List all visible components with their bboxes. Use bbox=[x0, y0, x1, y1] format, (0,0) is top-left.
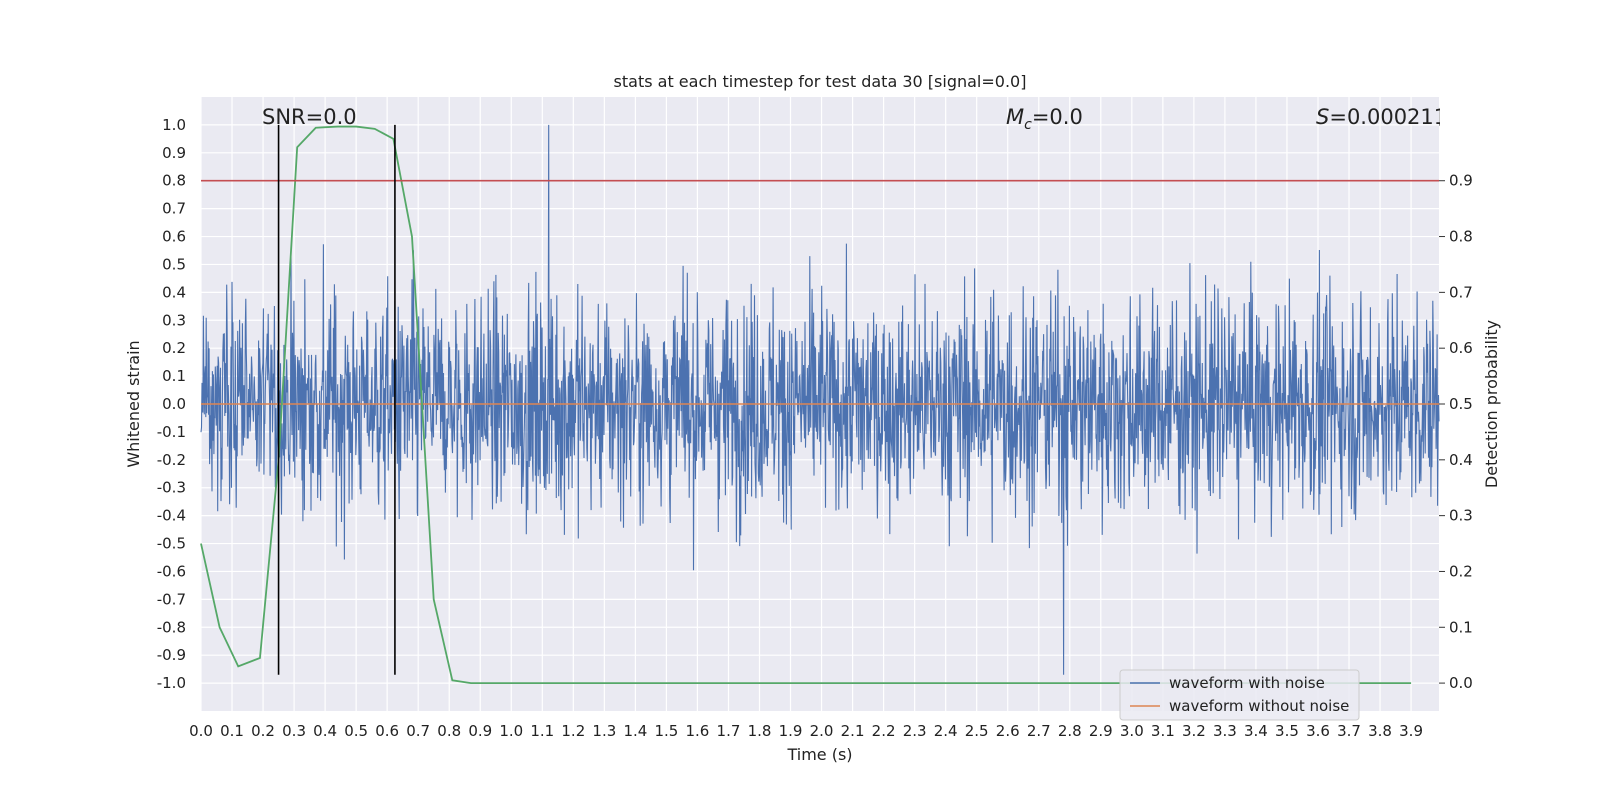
annotation-clip-mask bbox=[1440, 97, 1600, 133]
x-tick-label: 1.1 bbox=[530, 722, 554, 740]
x-tick-label: 2.4 bbox=[934, 722, 958, 740]
x-tick-label: 1.4 bbox=[623, 722, 647, 740]
noise-waveform-line bbox=[200, 124, 1440, 675]
right-y-tick-label: 0.6 bbox=[1449, 339, 1473, 357]
noisy-waveform-series bbox=[200, 124, 1440, 675]
y-tick-label: 0.8 bbox=[162, 172, 186, 190]
y-tick-label: -0.1 bbox=[157, 423, 186, 441]
x-tick-label: 1.2 bbox=[561, 722, 585, 740]
x-tick-label: 1.5 bbox=[654, 722, 678, 740]
x-tick-label: 0.5 bbox=[344, 722, 368, 740]
x-tick-label: 2.9 bbox=[1089, 722, 1113, 740]
x-tick-label: 3.0 bbox=[1120, 722, 1144, 740]
right-y-tick-labels: 1.00.90.80.70.60.50.40.30.20.10.0 bbox=[1439, 116, 1473, 692]
x-tick-label: 1.6 bbox=[686, 722, 710, 740]
x-tick-label: 2.3 bbox=[903, 722, 927, 740]
chart-title: stats at each timestep for test data 30 … bbox=[614, 72, 1027, 91]
right-y-tick-label: 0.4 bbox=[1449, 451, 1473, 469]
x-tick-label: 2.7 bbox=[1027, 722, 1051, 740]
chirp-mass-symbol: M bbox=[1006, 105, 1024, 129]
y-tick-label: -0.8 bbox=[157, 618, 186, 636]
y-tick-label: 0.4 bbox=[162, 283, 186, 301]
chirp-mass-value: =0.0 bbox=[1032, 105, 1083, 129]
x-tick-label: 0.4 bbox=[313, 722, 337, 740]
x-tick-label: 2.0 bbox=[810, 722, 834, 740]
x-tick-label: 2.6 bbox=[996, 722, 1020, 740]
detection-probability-series bbox=[200, 125, 1412, 684]
x-tick-label: 0.3 bbox=[282, 722, 306, 740]
y-tick-label: -0.5 bbox=[157, 535, 186, 553]
x-tick-label: 0.7 bbox=[406, 722, 430, 740]
x-tick-label: 2.8 bbox=[1058, 722, 1082, 740]
y-axis-label: Whitened strain bbox=[124, 340, 143, 467]
right-y-tick-label: 0.2 bbox=[1449, 562, 1473, 580]
right-y-tick-label: 0.1 bbox=[1449, 618, 1473, 636]
x-tick-label: 2.1 bbox=[841, 722, 865, 740]
x-tick-label: 2.2 bbox=[872, 722, 896, 740]
x-tick-label: 3.6 bbox=[1306, 722, 1330, 740]
y-tick-label: -0.7 bbox=[157, 590, 186, 608]
y-tick-label: -0.9 bbox=[157, 646, 186, 664]
right-y-tick-label: 0.9 bbox=[1449, 172, 1473, 190]
chirp-mass-subscript: c bbox=[1024, 117, 1032, 133]
right-y-tick-label: 0.5 bbox=[1449, 395, 1473, 413]
x-tick-label: 3.7 bbox=[1337, 722, 1361, 740]
x-tick-label: 3.9 bbox=[1399, 722, 1423, 740]
reference-lines bbox=[201, 124, 1439, 675]
x-tick-label: 0.1 bbox=[220, 722, 244, 740]
x-tick-label: 1.8 bbox=[748, 722, 772, 740]
y-tick-labels: 1.0 0.9 0.8 0.7 0.6 0.5 0.4 0.3 0.2 0.1 0.0 -0.1 -0.… bbox=[157, 116, 186, 692]
y-tick-label: 0.7 bbox=[162, 200, 186, 218]
right-y-tick-label: 0.7 bbox=[1449, 283, 1473, 301]
right-y-tick-label: 0.0 bbox=[1449, 674, 1473, 692]
x-tick-label: 3.4 bbox=[1244, 722, 1268, 740]
x-tick-label: 1.0 bbox=[499, 722, 523, 740]
x-tick-label: 0.6 bbox=[375, 722, 399, 740]
x-axis-label: Time (s) bbox=[786, 745, 852, 764]
x-tick-label: 3.8 bbox=[1368, 722, 1392, 740]
x-tick-label: 3.1 bbox=[1151, 722, 1175, 740]
y-tick-label: 0.1 bbox=[162, 367, 186, 385]
y-tick-label: 0.9 bbox=[162, 144, 186, 162]
x-tick-label: 3.5 bbox=[1275, 722, 1299, 740]
x-tick-label: 3.2 bbox=[1182, 722, 1206, 740]
y-tick-label: -0.2 bbox=[157, 451, 186, 469]
y-tick-label: 0.6 bbox=[162, 228, 186, 246]
right-y-tick-label: 0.8 bbox=[1449, 228, 1473, 246]
right-y-tick-label: 0.3 bbox=[1449, 507, 1473, 525]
s-symbol: S bbox=[1316, 105, 1329, 129]
x-tick-label: 0.9 bbox=[468, 722, 492, 740]
y-tick-label: 0.0 bbox=[162, 395, 186, 413]
legend-entry-noise: waveform with noise bbox=[1169, 674, 1325, 692]
y-tick-label: -0.6 bbox=[157, 562, 186, 580]
y-tick-label: -0.3 bbox=[157, 479, 186, 497]
y-tick-label: 1.0 bbox=[162, 116, 186, 134]
chirp-mass-annotation: Mc=0.0 bbox=[1006, 105, 1083, 133]
y-tick-label: -1.0 bbox=[157, 674, 186, 692]
legend-entry-clean: waveform without noise bbox=[1169, 697, 1349, 715]
x-tick-label: 0.8 bbox=[437, 722, 461, 740]
legend: waveform with noise waveform without noi… bbox=[1119, 669, 1360, 721]
x-tick-labels: 0.0 0.1 0.2 0.3 0.4 0.5 0.6 0.7 0.8 0.9 1.0 1.1 1.2 1… bbox=[189, 722, 1423, 740]
x-tick-label: 2.5 bbox=[965, 722, 989, 740]
x-tick-label: 1.7 bbox=[717, 722, 741, 740]
x-tick-label: 1.3 bbox=[592, 722, 616, 740]
snr-annotation: SNR=0.0 bbox=[262, 105, 357, 129]
x-tick-label: 3.3 bbox=[1213, 722, 1237, 740]
x-tick-label: 1.9 bbox=[779, 722, 803, 740]
y-tick-label: 0.5 bbox=[162, 255, 186, 273]
x-tick-label: 0.2 bbox=[251, 722, 275, 740]
right-y-axis-label: Detection probability bbox=[1482, 320, 1501, 488]
x-tick-label: 0.0 bbox=[189, 722, 213, 740]
y-tick-label: 0.3 bbox=[162, 311, 186, 329]
y-tick-label: 0.2 bbox=[162, 339, 186, 357]
legend-box bbox=[1119, 669, 1360, 721]
y-tick-label: -0.4 bbox=[157, 507, 186, 525]
probability-line bbox=[200, 125, 1412, 684]
